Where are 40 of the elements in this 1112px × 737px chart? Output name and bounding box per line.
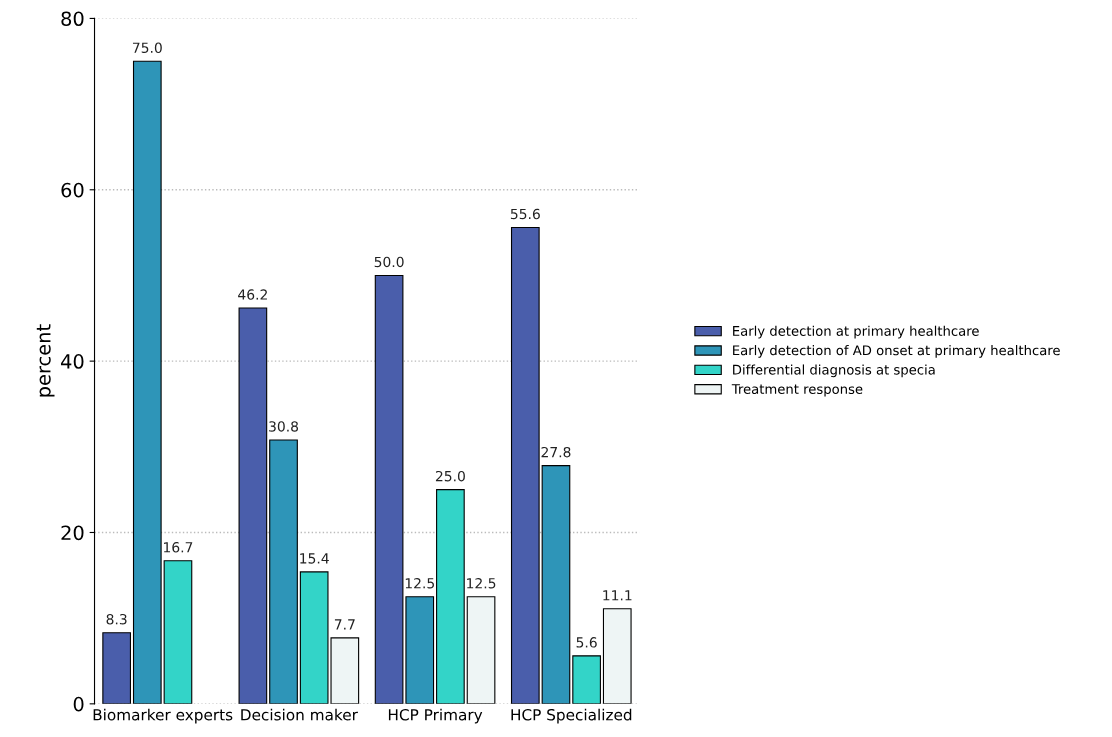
x-tick-label: HCP Specialized: [511, 708, 632, 724]
bar: [102, 632, 132, 704]
data-label: 7.7: [334, 619, 355, 630]
y-axis-title: percent: [36, 324, 55, 397]
legend-label: Treatment response: [731, 384, 863, 397]
bar: [602, 608, 632, 704]
x-tick-label: Biomarker experts: [93, 708, 233, 724]
data-label: 16.7: [164, 542, 193, 553]
y-tick-label: 20: [61, 525, 84, 541]
data-label: 11.1: [603, 590, 632, 601]
data-label: 15.4: [300, 553, 329, 564]
data-label: 75.0: [132, 42, 162, 54]
y-tick-label: 40: [61, 354, 84, 369]
x-tick-label: HCP Primary: [388, 708, 483, 724]
data-label: 12.5: [467, 577, 496, 589]
bar: [572, 655, 601, 704]
bar: [466, 596, 496, 704]
legend-label: Differential diagnosis at specia: [733, 364, 935, 378]
data-label: 46.2: [238, 289, 267, 300]
legend-label: Early detection of AD onset at primary healthcare: [733, 345, 1060, 358]
data-label: 8.3: [106, 613, 127, 625]
legend-label: Early detection at primary healthcare: [733, 325, 979, 339]
y-tick-label: 80: [61, 11, 84, 27]
data-label: 50.0: [374, 256, 404, 268]
y-tick-label: 0: [73, 696, 84, 712]
bar: [510, 226, 540, 704]
bar: [163, 560, 193, 704]
bar: [238, 307, 268, 704]
data-label: 55.6: [510, 208, 540, 220]
data-label: 27.8: [541, 446, 571, 458]
data-label: 25.0: [435, 470, 465, 482]
bar: [436, 489, 465, 704]
data-label: 30.8: [269, 421, 299, 432]
bar: [132, 60, 162, 704]
bar: [541, 465, 571, 704]
y-tick-label: 60: [61, 182, 84, 198]
data-label: 12.5: [405, 577, 434, 589]
x-tick-label: Decision maker: [241, 708, 358, 721]
bar: [269, 439, 298, 704]
data-label: 5.6: [576, 637, 597, 648]
